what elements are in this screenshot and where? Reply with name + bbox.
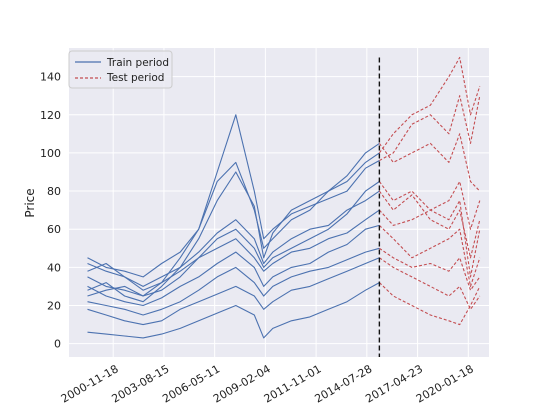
y-tick-label: 60 xyxy=(47,223,61,236)
series-9-test-line xyxy=(379,282,481,326)
x-tick-label: 2020-01-18 xyxy=(414,362,476,405)
series-0-train-line xyxy=(87,152,380,303)
series-6-train-line xyxy=(87,224,380,307)
series-7-test-line xyxy=(379,247,481,291)
x-axis-ticks: 2000-11-182003-08-152006-05-112009-02-04… xyxy=(59,362,476,405)
series-2-test-line xyxy=(378,133,481,192)
plot-area xyxy=(69,48,489,357)
legend-test-label: Test period xyxy=(106,72,164,84)
y-tick-label: 20 xyxy=(47,300,61,313)
legend: Train period Test period xyxy=(68,50,173,89)
y-tick-label: 100 xyxy=(40,147,61,160)
series-3-test-line xyxy=(378,180,481,230)
series-1-test-line xyxy=(379,95,481,161)
series-9-train-line xyxy=(87,282,380,339)
grid xyxy=(69,48,489,357)
series-7-train-line xyxy=(87,247,380,316)
series-5-test-line xyxy=(378,200,481,278)
legend-train-label: Train period xyxy=(106,57,169,69)
y-tick-label: 140 xyxy=(40,71,61,84)
series-4-test-line xyxy=(378,190,481,259)
y-axis-ticks: 0 20 40 60 80 100 120 140 xyxy=(40,71,61,351)
series-8-train-line xyxy=(87,257,380,326)
y-axis-label: Price xyxy=(23,188,37,217)
series-1-train-line xyxy=(87,114,380,278)
series-0-test-line xyxy=(378,56,481,154)
series-3-train-line xyxy=(87,181,380,297)
legend-box xyxy=(68,50,173,89)
series-2-train-line xyxy=(87,142,380,297)
y-tick-label: 120 xyxy=(40,109,61,122)
series-8-test-line xyxy=(379,257,481,310)
series-lines xyxy=(87,56,481,339)
series-6-test-line xyxy=(379,225,481,287)
y-tick-label: 80 xyxy=(47,185,61,198)
series-5-train-line xyxy=(87,209,380,291)
y-tick-label: 40 xyxy=(47,261,61,274)
y-tick-label: 0 xyxy=(54,338,61,351)
series-4-train-line xyxy=(87,190,380,287)
